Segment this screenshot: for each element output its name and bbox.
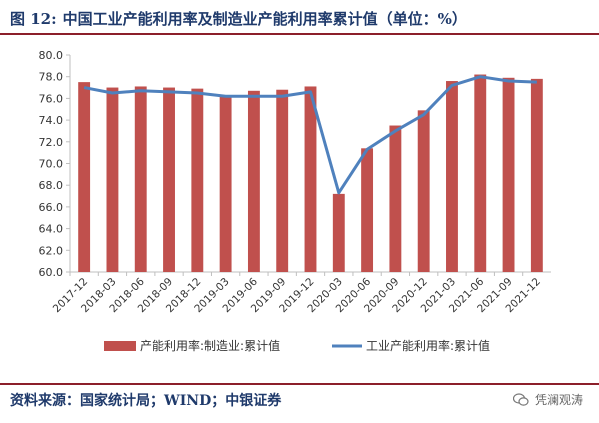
bar	[78, 82, 91, 272]
bar	[134, 86, 147, 272]
bar	[417, 110, 430, 273]
figure-title: 图 12: 中国工业产能利用率及制造业产能利用率累计值（单位：%）	[10, 6, 590, 30]
bar	[247, 90, 260, 273]
legend-swatch-bar	[104, 341, 136, 351]
y-tick-label: 80.0	[39, 49, 64, 62]
bar	[276, 89, 289, 272]
bar	[389, 125, 402, 273]
legend-label-line: 工业产能利用率:累计值	[366, 338, 490, 353]
chart: 60.0 62.0 64.0 66.0 68.0 70.0 72.0 74.0 76.0 78.0…	[39, 49, 551, 353]
bar	[502, 77, 515, 272]
bottom-divider	[0, 383, 599, 385]
bar	[361, 148, 374, 272]
y-tick-label: 70.0	[39, 158, 64, 171]
bar	[191, 88, 204, 272]
bar	[474, 74, 487, 272]
bar	[219, 95, 232, 272]
y-tick-label: 72.0	[39, 136, 64, 149]
wechat-icon	[512, 392, 529, 406]
figure-number: 图 12:	[10, 9, 57, 28]
y-tick-label: 62.0	[39, 244, 64, 257]
y-tick-label: 76.0	[39, 92, 64, 105]
bar	[446, 81, 458, 272]
y-tick-label: 78.0	[39, 71, 64, 84]
y-tick-label: 64.0	[39, 223, 64, 236]
line-series	[83, 75, 537, 195]
bar	[163, 87, 175, 272]
y-tick-label: 60.0	[39, 266, 64, 279]
figure-title-text: 中国工业产能利用率及制造业产能利用率累计值（单位：%）	[62, 9, 467, 28]
top-divider	[0, 33, 599, 35]
watermark-text: 凭澜观涛	[534, 393, 583, 407]
bar	[530, 78, 543, 272]
legend-label-bar: 产能利用率:制造业:累计值	[140, 338, 280, 353]
y-tick-label: 68.0	[39, 179, 64, 192]
y-tick-label: 74.0	[39, 114, 64, 127]
y-tick-label: 66.0	[39, 201, 64, 214]
source-note: 资料来源：国家统计局；WIND；中银证券	[10, 393, 282, 409]
bar	[304, 86, 317, 272]
bar	[106, 87, 119, 272]
bar	[332, 193, 345, 272]
watermark: 凭澜观涛	[512, 391, 583, 408]
